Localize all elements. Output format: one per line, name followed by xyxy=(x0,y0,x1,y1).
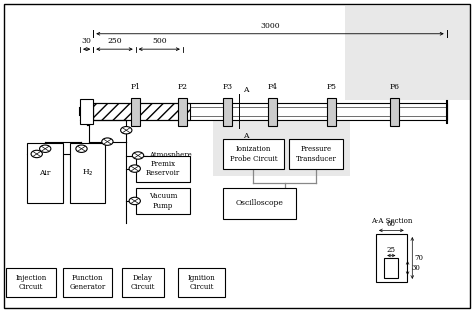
Text: A-A Section: A-A Section xyxy=(371,217,412,225)
Bar xyxy=(136,156,190,182)
Bar xyxy=(223,188,296,219)
Bar xyxy=(268,98,277,126)
Bar xyxy=(80,100,93,124)
Bar xyxy=(121,268,164,297)
Text: 30: 30 xyxy=(82,37,91,45)
Text: A: A xyxy=(243,86,249,94)
Bar xyxy=(136,188,190,214)
Text: P6: P6 xyxy=(390,83,400,91)
Bar xyxy=(178,268,225,297)
Circle shape xyxy=(132,152,144,159)
Bar xyxy=(391,98,399,126)
Circle shape xyxy=(102,138,113,145)
Bar xyxy=(131,98,140,126)
Text: 250: 250 xyxy=(107,37,122,45)
Text: 3000: 3000 xyxy=(260,22,280,30)
Circle shape xyxy=(120,127,132,134)
Circle shape xyxy=(129,197,140,205)
Bar xyxy=(376,234,407,282)
Bar xyxy=(178,98,187,126)
Text: H$_2$: H$_2$ xyxy=(82,168,93,179)
Bar xyxy=(346,6,470,100)
Bar xyxy=(70,143,105,203)
Text: Ionization
Probe Circuit: Ionization Probe Circuit xyxy=(230,145,277,163)
Text: 25: 25 xyxy=(387,246,396,254)
Text: Premix
Reservoir: Premix Reservoir xyxy=(146,160,180,177)
Text: P4: P4 xyxy=(267,83,277,91)
Text: Oscilloscope: Oscilloscope xyxy=(236,199,283,207)
Circle shape xyxy=(39,145,51,152)
Text: Function
Generator: Function Generator xyxy=(69,274,106,291)
Text: P1: P1 xyxy=(131,83,141,91)
Bar xyxy=(384,258,398,278)
Bar xyxy=(289,138,343,169)
Text: P3: P3 xyxy=(222,83,233,91)
Bar xyxy=(93,103,190,120)
Text: A: A xyxy=(243,132,249,140)
Circle shape xyxy=(31,150,42,158)
Bar xyxy=(327,98,336,126)
Bar xyxy=(93,103,447,120)
Text: 30: 30 xyxy=(411,264,420,272)
Text: Air: Air xyxy=(39,169,51,177)
Bar xyxy=(213,103,350,175)
Text: P2: P2 xyxy=(178,83,188,91)
Text: P5: P5 xyxy=(326,83,336,91)
Text: Atmosphere: Atmosphere xyxy=(149,151,191,160)
Text: Injection
Circuit: Injection Circuit xyxy=(15,274,46,291)
Text: 500: 500 xyxy=(152,37,166,45)
Circle shape xyxy=(76,145,87,152)
Text: Pressure
Transducer: Pressure Transducer xyxy=(295,145,337,163)
Bar xyxy=(6,268,55,297)
Text: Vacuum
Pump: Vacuum Pump xyxy=(148,193,177,210)
Text: 70: 70 xyxy=(415,254,424,262)
Bar xyxy=(27,143,63,203)
Text: Delay
Circuit: Delay Circuit xyxy=(130,274,155,291)
Bar xyxy=(63,268,112,297)
Bar xyxy=(223,138,284,169)
Circle shape xyxy=(129,165,140,172)
Text: Ignition
Circuit: Ignition Circuit xyxy=(188,274,216,291)
Text: 60: 60 xyxy=(387,220,396,228)
Bar xyxy=(223,98,232,126)
